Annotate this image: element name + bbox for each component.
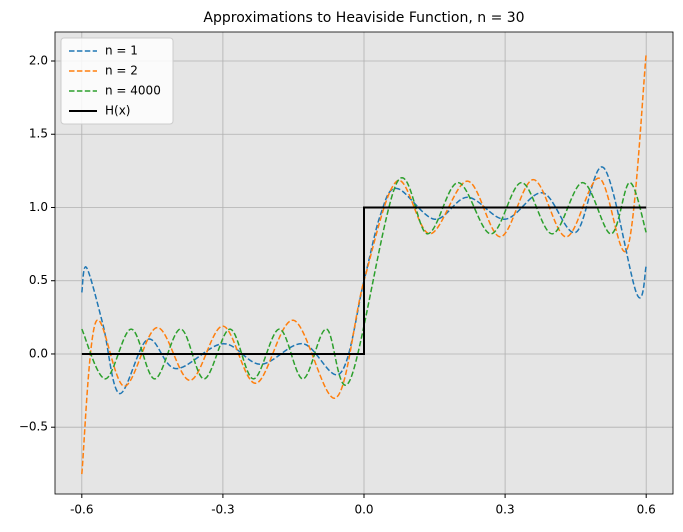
legend-box [60,37,174,125]
series-line [81,166,647,395]
legend-label: n = 1 [105,44,138,58]
legend-label: n = 4000 [105,84,161,98]
x-tick-label: 0.0 [354,503,373,517]
x-tick-label: 0.3 [496,503,515,517]
series-line [81,177,647,386]
y-tick-label: 0.5 [29,273,48,287]
legend-label: H(x) [105,104,131,118]
x-tick-label: -0.6 [70,503,93,517]
series-line [81,206,647,355]
x-tick-label: -0.3 [211,503,234,517]
y-tick-label: −0.5 [19,420,48,434]
y-tick-label: 0.0 [29,346,48,360]
legend-label: n = 2 [105,64,138,78]
y-tick-label: 1.5 [29,127,48,141]
y-tick-label: 2.0 [29,54,48,68]
chart-title: Approximations to Heaviside Function, n … [203,10,524,26]
y-tick-label: 1.0 [29,200,48,214]
x-tick-label: 0.6 [637,503,656,517]
